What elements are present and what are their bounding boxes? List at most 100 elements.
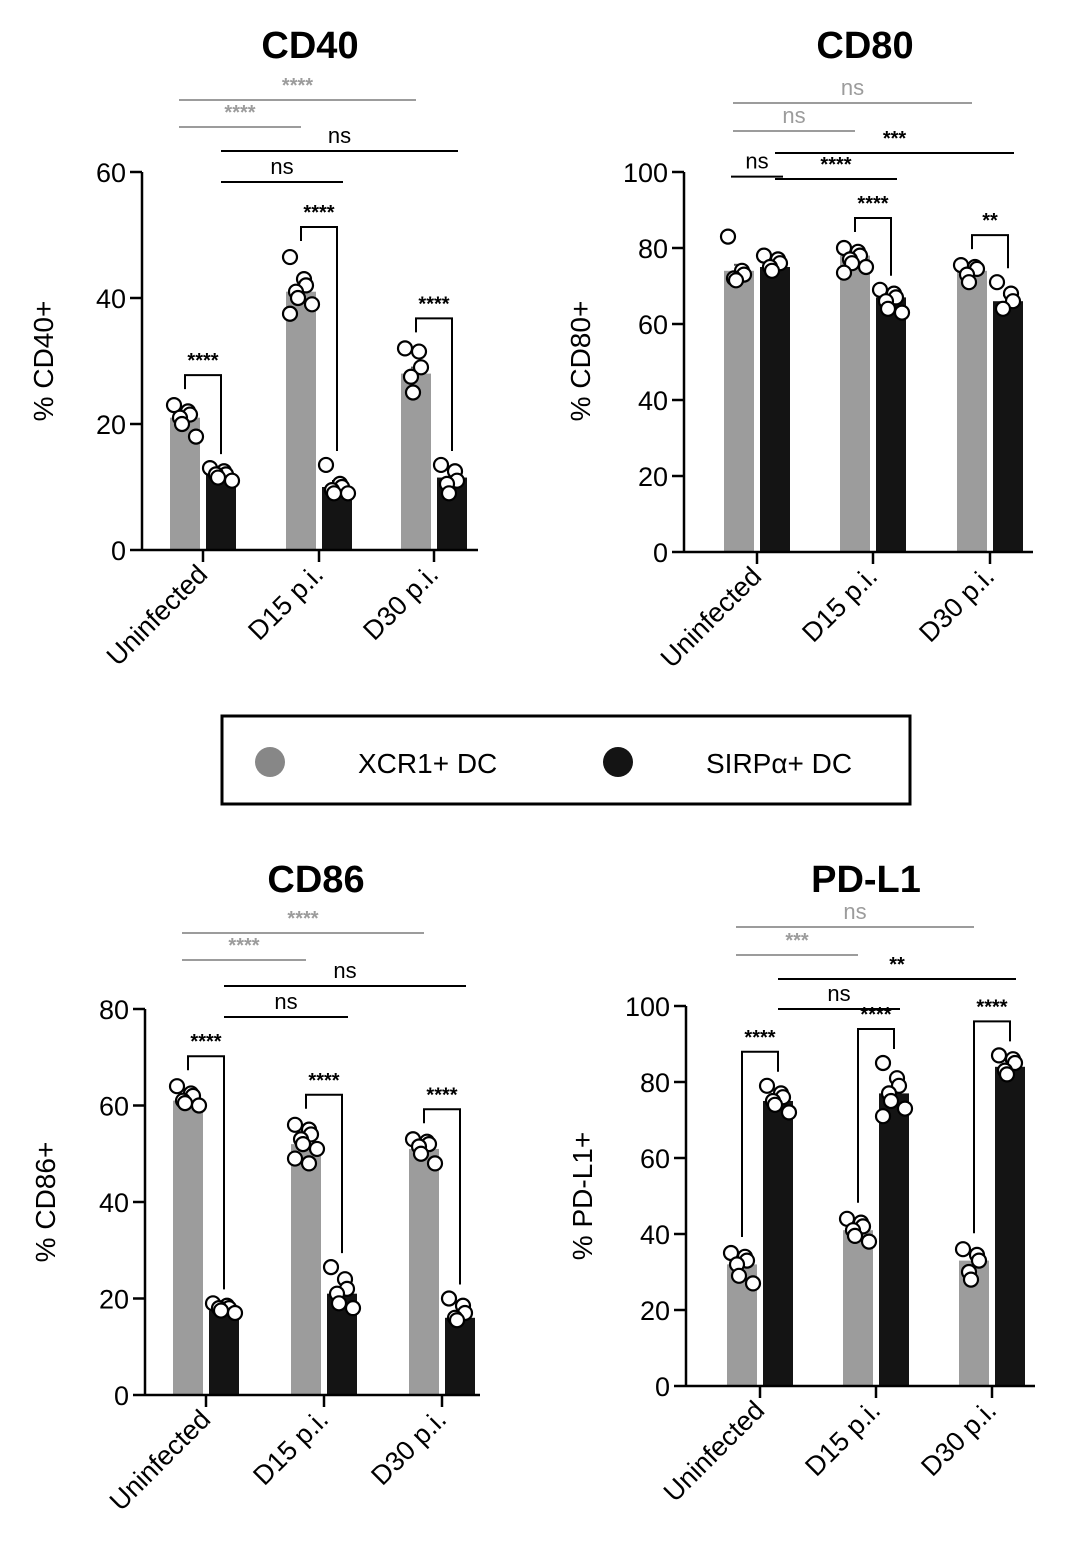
- bar-pdl1-sirpa-0: [763, 1101, 793, 1386]
- bar-cd80-sirpa-0: [760, 267, 790, 552]
- data-point-cd40-1-1-0: [317, 456, 335, 474]
- x-tick-label-cd86-2: D30 p.i.: [365, 1404, 452, 1491]
- y-tick-label-cd80-60: 60: [638, 310, 668, 340]
- data-point-cd86-1-0-5: [226, 1304, 244, 1322]
- data-point-pdl1-1-1-0: [874, 1054, 892, 1072]
- bar-cd80-sirpa-2: [993, 301, 1023, 552]
- legend-label-sirpa: SIRPα+ DC: [706, 748, 852, 779]
- x-tick-label-cd40-2: D30 p.i.: [357, 559, 444, 646]
- sig-label-cd86-0: ****: [287, 908, 318, 930]
- data-point-pdl1-0-0-5: [744, 1275, 762, 1292]
- legend: XCR1+ DC SIRPα+ DC: [220, 714, 912, 806]
- data-point-cd86-0-0-0: [168, 1078, 186, 1095]
- data-point-cd40-0-0-0: [165, 397, 183, 414]
- bar-cd80-sirpa-1: [876, 297, 906, 552]
- bar-cd40-xcr1-2: [401, 373, 431, 550]
- data-point-cd86-0-0-4: [176, 1094, 194, 1112]
- sig-label-cd86-1: ****: [228, 935, 259, 957]
- x-tick-label-cd86-1: D15 p.i.: [247, 1404, 334, 1491]
- x-tick-label-pdl1-1: D15 p.i.: [799, 1395, 886, 1482]
- bar-cd86-xcr1-2: [409, 1148, 439, 1395]
- data-point-cd40-0-2-0: [396, 340, 414, 357]
- sig-label-cd40-0: ****: [282, 75, 313, 97]
- data-point-pdl1-1-2-4: [998, 1066, 1016, 1083]
- bar-pdl1-xcr1-1: [843, 1230, 873, 1386]
- sig-label-cd80-1: ns: [782, 103, 805, 128]
- sig-bracket-cd40-5: [300, 226, 338, 451]
- sig-label-cd40-1: ****: [224, 102, 255, 124]
- bar-cd80-xcr1-2: [957, 270, 987, 552]
- data-point-cd86-1-0-4: [212, 1302, 230, 1319]
- sig-label-cd86-2: ns: [333, 958, 356, 983]
- x-tick-label-pdl1-2: D30 p.i.: [915, 1395, 1002, 1482]
- sig-label-pdl1-4: ****: [744, 1027, 775, 1049]
- data-point-pdl1-1-0-4: [766, 1096, 784, 1113]
- bar-cd86-xcr1-1: [291, 1144, 321, 1395]
- data-point-cd80-0-0-4: [727, 272, 745, 289]
- bar-cd86-sirpa-2: [445, 1317, 475, 1395]
- sig-bracket-cd86-5: [305, 1093, 343, 1254]
- data-point-pdl1-0-1-4: [846, 1227, 864, 1245]
- sig-label-cd40-2: ns: [328, 123, 351, 148]
- sig-label-cd80-4: ns: [745, 149, 768, 174]
- x-tick-label-pdl1-0: Uninfected: [658, 1395, 770, 1507]
- bar-cd86-sirpa-0: [209, 1310, 239, 1395]
- y-axis-label-cd40: % CD40+: [28, 301, 59, 422]
- sig-label-cd80-6: **: [982, 210, 998, 232]
- y-tick-label-cd80-80: 80: [638, 234, 668, 264]
- y-tick-label-cd86-60: 60: [99, 1092, 129, 1122]
- data-point-pdl1-0-0-4: [730, 1267, 748, 1284]
- data-point-cd80-1-2-0: [988, 274, 1006, 291]
- legend-label-xcr1: XCR1+ DC: [358, 748, 497, 779]
- bar-cd80-xcr1-1: [840, 255, 870, 552]
- y-tick-label-cd86-40: 40: [99, 1188, 129, 1218]
- bar-cd40-xcr1-1: [286, 291, 316, 550]
- data-point-cd40-0-0-4: [173, 415, 191, 433]
- y-tick-label-cd86-20: 20: [99, 1285, 129, 1315]
- y-tick-label-cd40-20: 20: [96, 410, 126, 440]
- chart-cd86: CD86 % CD86+ 0 20 40 60 80 Uninfected D15 p.i. D3…: [30, 859, 480, 1517]
- data-point-cd40-0-1-6: [281, 305, 299, 322]
- data-point-cd80-1-1-5: [893, 304, 911, 321]
- x-tick-label-cd40-0: Uninfected: [101, 559, 213, 671]
- data-point-cd40-1-0-4: [209, 469, 227, 486]
- data-point-cd80-0-1-5: [857, 258, 875, 276]
- sig-label-cd40-5: ****: [303, 202, 334, 224]
- chart-title-cd86: CD86: [267, 859, 364, 901]
- data-point-cd86-1-1-4: [330, 1295, 348, 1312]
- data-point-cd80-1-0-4: [763, 262, 781, 279]
- chart-cd80: CD80 % CD80+ 0 20 40 60 80 100 Uninfected D15 p.i…: [565, 25, 1033, 674]
- sig-label-cd80-2: ***: [883, 128, 907, 150]
- y-tick-label-cd86-80: 80: [99, 995, 129, 1025]
- sig-label-cd86-3: ns: [274, 989, 297, 1014]
- bar-pdl1-sirpa-2: [995, 1066, 1025, 1386]
- data-point-pdl1-0-2-2: [970, 1252, 988, 1269]
- y-tick-label-cd40-60: 60: [96, 158, 126, 188]
- sig-label-pdl1-2: **: [889, 954, 905, 976]
- data-point-cd40-0-1-4: [289, 289, 307, 307]
- data-point-cd86-0-0-5: [190, 1097, 208, 1114]
- data-point-cd80-1-2-3: [994, 300, 1012, 317]
- sig-label-cd40-6: ****: [418, 293, 449, 315]
- sig-bracket-cd40-4: [184, 374, 222, 455]
- data-point-cd40-1-1-4: [325, 485, 343, 502]
- data-point-cd86-1-1-5: [344, 1300, 362, 1317]
- chart-title-cd80: CD80: [816, 25, 913, 67]
- data-point-cd80-0-0-0: [719, 228, 737, 245]
- data-point-cd86-1-2-4: [448, 1312, 466, 1329]
- data-point-pdl1-1-0-5: [780, 1104, 798, 1121]
- data-point-pdl1-0-2-0: [954, 1241, 972, 1258]
- data-point-pdl1-0-2-4: [962, 1271, 980, 1288]
- y-tick-label-cd80-20: 20: [638, 462, 668, 492]
- data-point-pdl1-0-1-5: [860, 1233, 878, 1250]
- data-point-cd80-1-1-4: [879, 300, 897, 317]
- data-point-cd40-1-2-4: [440, 485, 458, 502]
- data-point-cd86-0-1-4: [294, 1135, 312, 1153]
- data-point-cd86-1-1-0: [322, 1259, 340, 1276]
- data-point-pdl1-1-0-0: [758, 1077, 776, 1094]
- data-point-cd86-0-1-6: [286, 1150, 304, 1167]
- data-point-cd86-0-2-5: [426, 1155, 444, 1172]
- data-point-pdl1-1-2-0: [990, 1047, 1008, 1064]
- data-point-cd86-1-2-0: [440, 1290, 458, 1307]
- chart-cd40: CD40 % CD40+ 0 20 40 60 Uninfected D15 p.i. D30 …: [28, 25, 478, 672]
